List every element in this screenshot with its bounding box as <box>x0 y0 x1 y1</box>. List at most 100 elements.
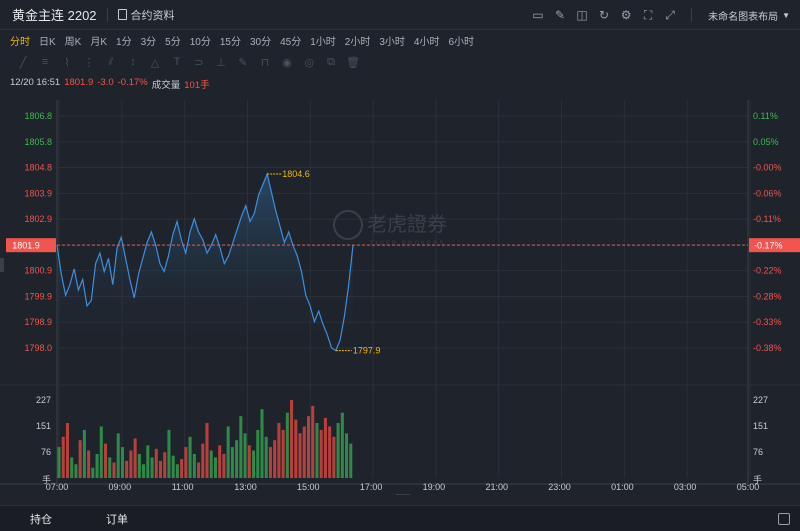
watermark-subtext: TIGER BROKERS <box>370 241 445 247</box>
high-label: 1804.6 <box>282 169 310 179</box>
volume-bar <box>70 457 74 478</box>
current-pct-tag <box>749 238 800 253</box>
text-icon[interactable]: T <box>173 56 181 68</box>
period-tab[interactable]: 2小时 <box>344 36 371 48</box>
sidebar-handle[interactable] <box>0 258 4 272</box>
price-tick-label: 1804.8 <box>24 163 52 173</box>
lock-icon[interactable]: ⊓ <box>260 56 270 69</box>
volume-bar <box>349 443 353 478</box>
low-label: 1797.9 <box>353 346 381 356</box>
info-change-pct: -0.17% <box>117 77 148 88</box>
period-tab[interactable]: 3小时 <box>379 36 405 48</box>
camera-icon[interactable]: ◫ <box>576 8 588 22</box>
brush-icon[interactable]: ⌇ <box>64 56 70 69</box>
panel-toggle-icon[interactable] <box>778 513 790 525</box>
volume-bar <box>323 417 327 478</box>
tab-positions[interactable]: 持仓 <box>30 513 52 526</box>
hide-icon[interactable]: ◎ <box>304 56 314 69</box>
volume-bar <box>158 460 163 478</box>
period-tab[interactable]: 月K <box>90 36 108 48</box>
volume-bar <box>306 416 311 478</box>
volume-bar <box>65 423 69 478</box>
horizontal-line-icon[interactable]: ≡ <box>41 56 49 68</box>
volume-bar <box>340 412 344 478</box>
period-tab[interactable]: 4小时 <box>413 36 440 48</box>
trend-line-icon[interactable]: ╱ <box>19 56 27 69</box>
volume-bar <box>180 459 184 478</box>
price-info-line: 12/20 16:51 1801.9 -3.0 -0.17% 成交量 101手 <box>10 77 210 91</box>
time-tick-label: 07:00 <box>46 482 69 492</box>
edit-icon[interactable]: ✎ <box>555 8 566 22</box>
channel-icon[interactable]: ⫽ <box>108 55 114 68</box>
period-tab[interactable]: 5分 <box>165 36 181 48</box>
pencil-icon[interactable]: ✎ <box>238 56 248 69</box>
tab-orders[interactable]: 订单 <box>106 513 128 526</box>
shape-icon[interactable]: △ <box>150 56 160 69</box>
price-tick-label: 1800.9 <box>24 266 52 276</box>
period-tab[interactable]: 1小时 <box>310 36 336 48</box>
layout-selector[interactable]: 未命名图表布局 <box>708 11 779 23</box>
pct-tick-label: 0.05% <box>753 137 779 147</box>
volume-bar <box>150 457 154 478</box>
period-tab[interactable]: 6小时 <box>448 36 475 48</box>
scroll-handle <box>396 494 410 495</box>
volume-bar <box>74 464 78 478</box>
period-tab[interactable]: 45分 <box>280 36 302 48</box>
time-tick-label: 01:00 <box>611 482 634 492</box>
volume-bar <box>142 464 146 478</box>
fullscreen-icon[interactable]: ⛶ <box>643 7 653 22</box>
time-tick-label: 21:00 <box>485 482 508 492</box>
volume-bar <box>129 450 133 478</box>
current-pct-label: -0.17% <box>754 241 783 251</box>
period-tab[interactable]: 30分 <box>249 36 272 48</box>
volume-bar <box>277 423 281 478</box>
period-tab[interactable]: 周K <box>64 36 82 48</box>
info-price: 1801.9 <box>64 77 94 88</box>
volume-bar <box>268 447 272 478</box>
trash-icon[interactable]: 🗑 <box>346 56 360 69</box>
contract-info-button[interactable]: 合约资料 <box>117 7 175 23</box>
period-tab[interactable]: 日K <box>39 36 56 48</box>
magnet-icon[interactable]: ⊃ <box>194 56 204 69</box>
toolbar-right: ▭ ✎ ◫ ↻ ⚙ ⛶ ⤢ 未命名图表布局 ▼ <box>527 0 800 30</box>
current-price-tag <box>6 238 56 253</box>
volume-bar <box>235 440 239 478</box>
volume-bar <box>125 460 129 478</box>
eye-icon[interactable]: ◉ <box>282 56 292 69</box>
period-tab[interactable]: 1分 <box>116 36 132 48</box>
pct-tick-label: -0.28% <box>753 291 782 301</box>
volume-bar <box>243 433 247 478</box>
gear-icon[interactable]: ⚙ <box>620 8 632 22</box>
volume-bar <box>91 467 95 478</box>
volume-tick-label-right: 手 <box>753 474 762 485</box>
monitor-icon[interactable]: ▭ <box>532 8 544 22</box>
period-tab[interactable]: 15分 <box>219 36 241 48</box>
info-volume: 101手 <box>184 80 210 91</box>
time-tick-label: 05:00 <box>737 482 760 492</box>
volume-bar <box>201 443 205 478</box>
volume-bar <box>112 462 116 478</box>
copy-icon[interactable]: ⧉ <box>327 55 335 68</box>
price-tick-label: 1806.8 <box>24 111 52 121</box>
volume-bar <box>171 455 175 478</box>
ruler-icon[interactable]: ⊥ <box>216 56 226 69</box>
price-chart[interactable]: 1806.8 1805.8 1804.8 1803.9 1802.9 1801.9 1800… <box>0 90 800 495</box>
instrument-title[interactable]: 黄金主连 2202 <box>12 8 97 23</box>
measure-icon[interactable]: ↕ <box>130 56 136 68</box>
time-tick-label: 03:00 <box>674 482 697 492</box>
volume-tick-label: 151 <box>36 421 51 431</box>
contract-info-label: 合约资料 <box>130 9 175 22</box>
period-tabs: 分时 日K 周K 月K 1分 3分 5分 10分 15分 30分 45分 1小时 2小时 3小时 4小时 6小… <box>0 30 800 50</box>
chevron-down-icon[interactable]: ▼ <box>782 10 790 20</box>
time-tick-label: 19:00 <box>423 482 446 492</box>
period-tab[interactable]: 分时 <box>10 36 30 48</box>
info-time: 12/20 16:51 <box>10 77 61 88</box>
volume-bar <box>154 448 158 478</box>
expand-icon[interactable]: ⤢ <box>665 7 675 22</box>
period-tab[interactable]: 10分 <box>189 36 211 48</box>
period-tab[interactable]: 3分 <box>140 36 157 48</box>
fib-icon[interactable]: ⋮ <box>83 56 95 69</box>
divider <box>106 7 108 22</box>
pct-tick-label: -0.38% <box>753 343 782 353</box>
refresh-icon[interactable]: ↻ <box>599 8 610 22</box>
